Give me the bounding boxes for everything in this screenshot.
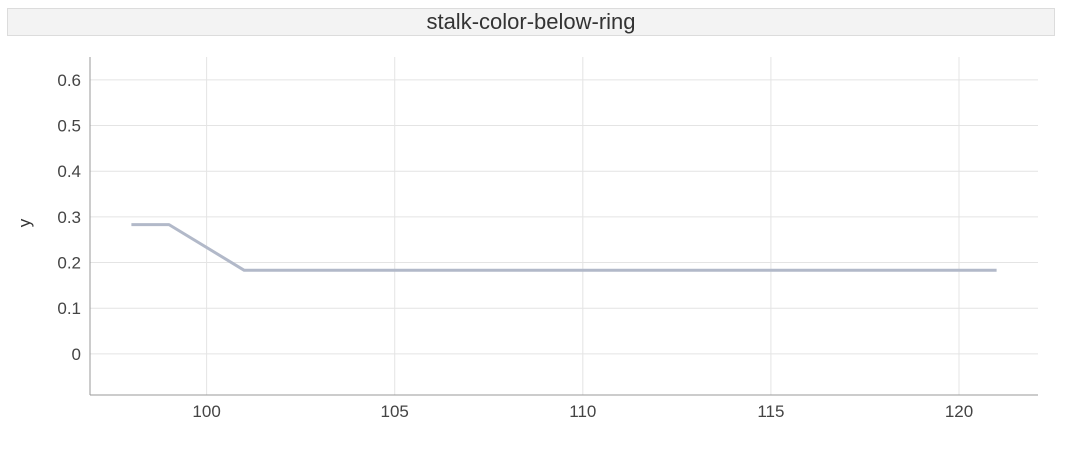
grid-lines <box>90 57 1038 395</box>
axes <box>89 57 1038 396</box>
x-tick-label: 100 <box>192 402 220 421</box>
chart-title: stalk-color-below-ring <box>7 8 1055 36</box>
y-tick-label: 0.4 <box>57 162 81 181</box>
y-tick-label: 0.5 <box>57 117 81 136</box>
x-tick-label: 115 <box>757 402 784 421</box>
y-tick-labels: 0 0.1 0.2 0.3 0.4 0.5 0.6 <box>57 71 81 364</box>
y-tick-label: 0.6 <box>57 71 81 90</box>
x-tick-label: 120 <box>945 402 973 421</box>
series-layer <box>131 223 997 272</box>
y-tick-label: 0.3 <box>57 208 81 227</box>
y-tick-label: 0.2 <box>57 254 81 273</box>
x-tick-label: 105 <box>381 402 409 421</box>
y-tick-label: 0 <box>72 345 81 364</box>
x-tick-labels: 100 105 110 115 120 <box>192 402 973 421</box>
y-tick-label: 0.1 <box>57 299 81 318</box>
x-tick-label: 110 <box>569 402 596 421</box>
series-line <box>131 223 997 272</box>
y-axis-label: y <box>15 218 34 227</box>
